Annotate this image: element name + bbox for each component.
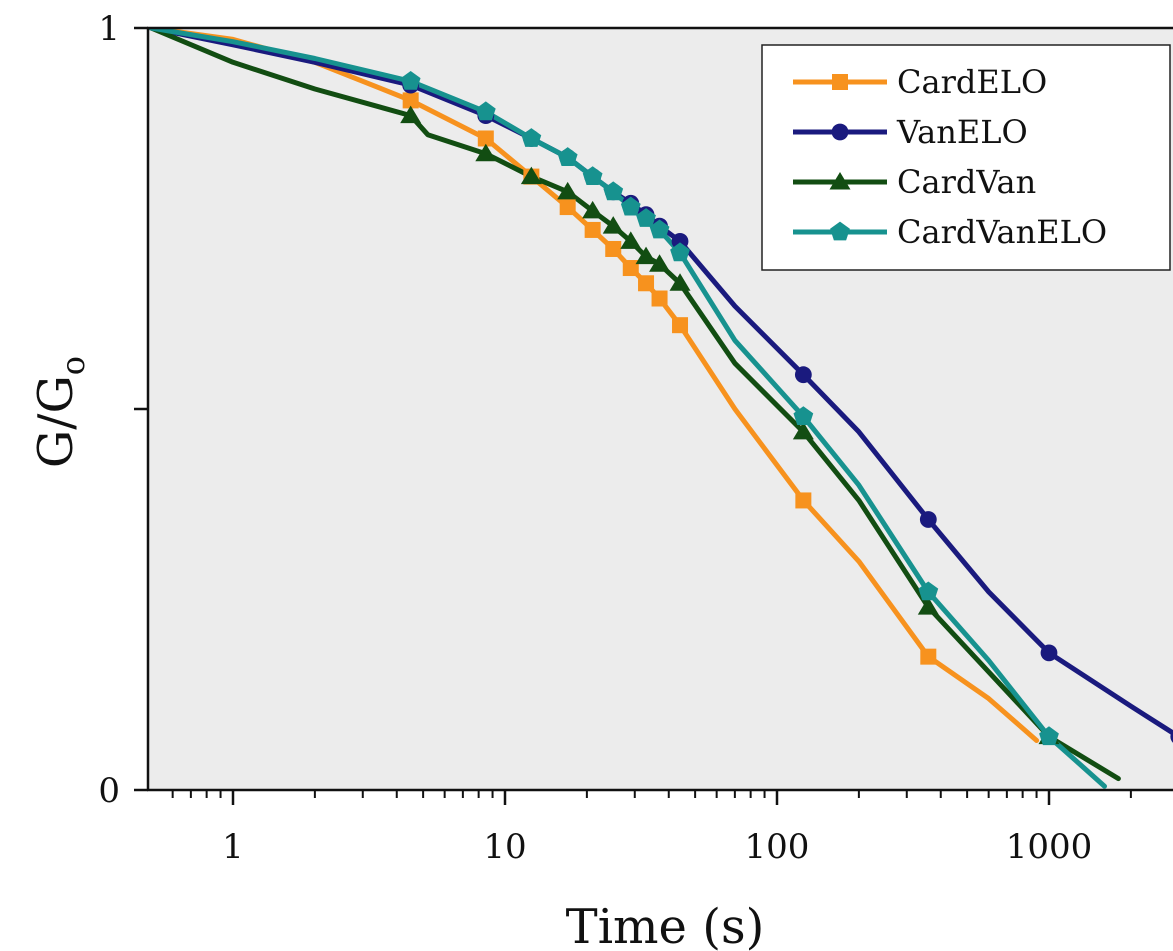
- y-tick-label: 1: [98, 9, 120, 49]
- legend-marker-cardvanelo: [830, 221, 850, 241]
- data-point-cardelo: [402, 92, 419, 109]
- data-point-cardelo: [559, 199, 576, 216]
- data-point-cardvanelo: [582, 166, 603, 185]
- legend-label-cardvanelo: CardVanELO: [897, 213, 1107, 251]
- data-point-vanelo: [919, 511, 937, 528]
- data-point-cardvanelo: [670, 242, 690, 262]
- data-point-cardvanelo: [400, 70, 421, 90]
- tick-layer: 1 10 100 1000 0 1: [98, 9, 1132, 867]
- y-tick-label: 0: [98, 771, 120, 811]
- data-point-cardvan: [635, 246, 657, 265]
- legend: CardELO VanELO CardVan CardVanELO: [761, 44, 1171, 271]
- data-point-cardvan: [475, 143, 497, 162]
- data-point-cardvanelo: [636, 208, 656, 227]
- data-point-cardelo: [672, 317, 689, 334]
- data-point-cardelo: [622, 260, 639, 277]
- x-tick-label: 1: [222, 827, 244, 867]
- data-point-cardelo: [477, 130, 494, 147]
- data-point-cardvan: [792, 421, 814, 440]
- data-point-cardelo: [638, 275, 655, 292]
- y-axis-title-subscript: o: [54, 356, 92, 375]
- y-axis-title: G/Go: [28, 356, 92, 468]
- data-point-cardvanelo: [649, 219, 670, 239]
- y-axis-title-main: G/G: [28, 375, 84, 468]
- data-point-cardvanelo: [475, 101, 496, 121]
- x-tick-label: 10: [483, 827, 526, 867]
- legend-label-cardvan: CardVan: [897, 163, 1036, 201]
- data-point-cardelo: [795, 492, 812, 509]
- data-point-cardvan: [669, 273, 691, 291]
- data-point-cardvanelo: [918, 581, 939, 601]
- data-point-cardvanelo: [603, 181, 624, 201]
- data-point-cardvan: [649, 254, 671, 272]
- data-point-vanelo: [1170, 730, 1173, 743]
- data-point-vanelo: [1040, 644, 1058, 662]
- data-point-cardelo: [605, 240, 622, 257]
- x-axis-title: Time (s): [566, 899, 765, 951]
- data-point-cardvanelo: [557, 147, 578, 166]
- legend-label-vanelo: VanELO: [896, 113, 1028, 151]
- data-point-cardvanelo: [1039, 726, 1059, 746]
- data-point-cardelo: [651, 290, 668, 307]
- data-point-cardvanelo: [620, 196, 641, 216]
- data-point-vanelo: [794, 366, 812, 384]
- data-point-cardvan: [557, 181, 579, 200]
- marker-layer: [400, 70, 1173, 746]
- data-point-cardvan: [602, 216, 624, 234]
- x-tick-label: 1000: [1006, 827, 1093, 867]
- legend-marker-cardelo: [832, 74, 848, 90]
- data-point-cardvanelo: [793, 406, 814, 426]
- data-point-cardvan: [520, 166, 542, 185]
- x-tick-label: 100: [745, 827, 810, 867]
- data-point-cardvan: [582, 200, 604, 219]
- legend-label-cardelo: CardELO: [897, 63, 1047, 101]
- data-point-cardelo: [920, 648, 937, 665]
- data-point-cardvanelo: [521, 128, 542, 147]
- data-point-cardelo: [584, 221, 601, 238]
- legend-marker-cardvan: [829, 172, 851, 190]
- legend-marker-vanelo: [831, 123, 849, 141]
- data-point-cardvan: [620, 231, 642, 249]
- data-point-cardvan: [917, 597, 939, 615]
- data-point-cardvan: [400, 105, 422, 124]
